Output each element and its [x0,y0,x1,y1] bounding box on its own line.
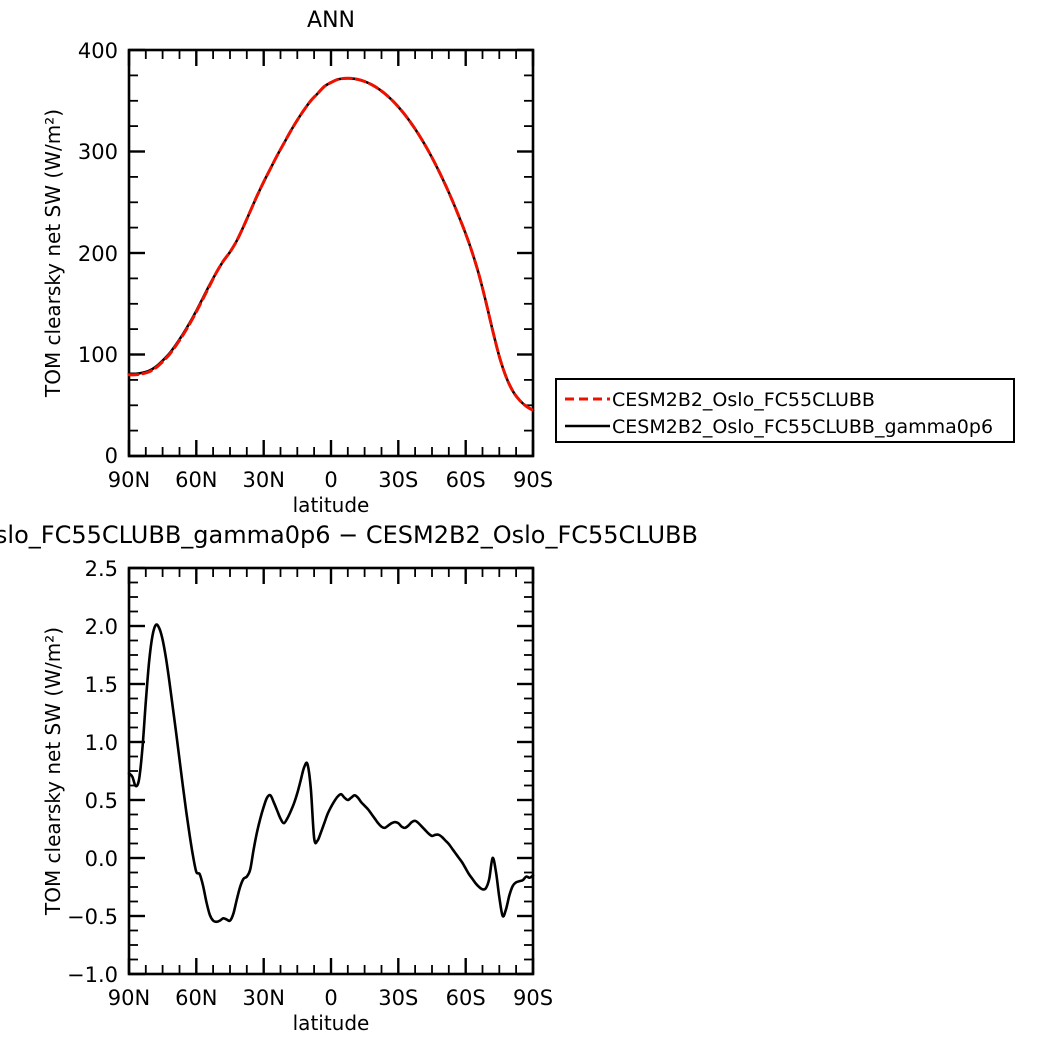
x-tick-label: 60N [175,986,217,1010]
x-tick-label: 60N [175,468,217,492]
x-tick-label: 60S [446,468,486,492]
x-tick-label: 90S [513,986,553,1010]
y-tick-label: 200 [78,242,118,266]
x-tick-label: 30N [242,986,284,1010]
legend-box [555,378,1015,443]
bottom-panel-x-axis-title: latitude [293,1011,370,1035]
top-panel-x-axis: 90N 60N 30N 0 30S 60S 90S [108,50,553,492]
y-tick-label: 400 [78,39,118,63]
top-panel-title: ANN [307,8,355,33]
x-tick-label: 0 [324,986,337,1010]
y-tick-label: −1.0 [67,963,118,987]
x-tick-label: 30S [378,986,418,1010]
legend: CESM2B2_Oslo_FC55CLUBB CESM2B2_Oslo_FC55… [555,378,1015,443]
x-tick-label: 30S [378,468,418,492]
legend-label-gamma0p6: CESM2B2_Oslo_FC55CLUBB_gamma0p6 [612,416,993,438]
bottom-panel-x-axis: 90N 60N 30N 0 30S 60S 90S [108,568,553,1010]
y-tick-label: 0 [105,444,118,468]
x-tick-label: 90N [108,468,150,492]
x-tick-label: 60S [446,986,486,1010]
x-tick-label: 90N [108,986,150,1010]
y-tick-label: 0.0 [85,847,118,871]
x-tick-label: 30N [242,468,284,492]
y-tick-label: 1.0 [85,731,118,755]
x-tick-label: 90S [513,468,553,492]
bottom-panel-frame [127,566,535,976]
series-line-gamma0p6 [127,76,535,412]
series-line-difference [127,623,535,924]
top-panel-y-axis-title: TOM clearsky net SW (W/m²) [41,109,65,398]
y-tick-label: 2.5 [85,557,118,581]
difference-panel-title: _Oslo_FC55CLUBB_gamma0p6 − CESM2B2_Oslo_… [0,521,698,549]
top-panel-y-axis: 400 300 200 100 0 [78,39,533,468]
y-tick-label: 100 [78,343,118,367]
top-panel: ANN 400 300 200 100 0 [41,8,553,517]
series-line-baseline [127,76,535,412]
bottom-panel-y-axis: 2.5 2.0 1.5 1.0 0.5 0.0 −0.5 −1.0 [67,557,533,987]
x-tick-label: 0 [324,468,337,492]
y-tick-label: 0.5 [85,789,118,813]
legend-label-baseline: CESM2B2_Oslo_FC55CLUBB [612,389,875,411]
bottom-panel: 2.5 2.0 1.5 1.0 0.5 0.0 −0.5 −1.0 [41,557,553,1035]
bottom-panel-y-axis-title: TOM clearsky net SW (W/m²) [41,627,65,916]
y-tick-label: 1.5 [85,673,118,697]
y-tick-label: 2.0 [85,615,118,639]
top-panel-x-axis-title: latitude [293,493,370,517]
y-tick-label: −0.5 [67,905,118,929]
y-tick-label: 300 [78,140,118,164]
